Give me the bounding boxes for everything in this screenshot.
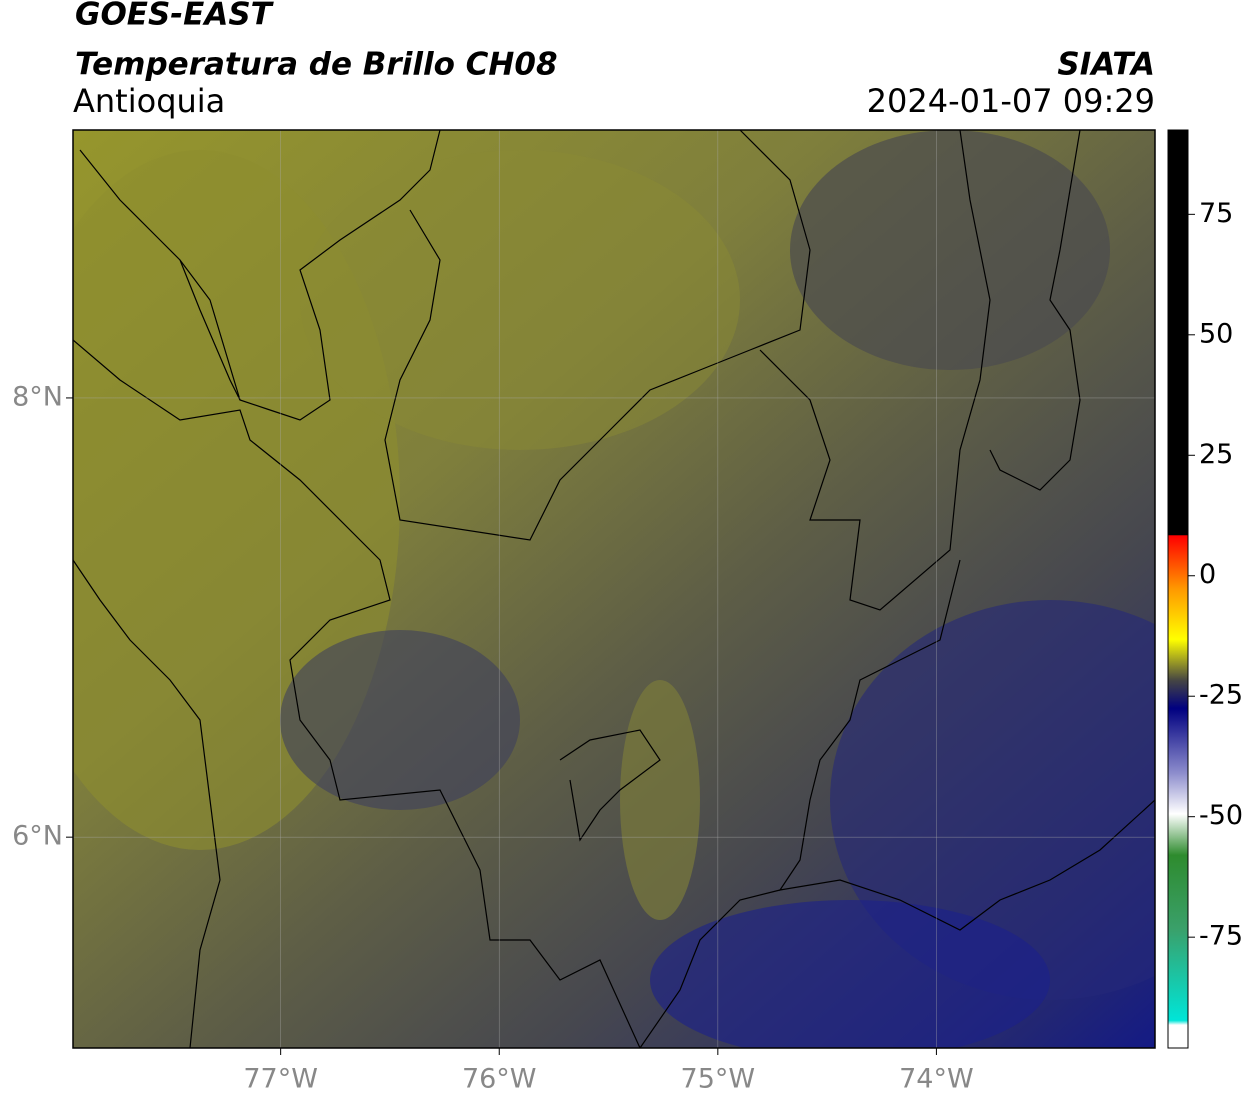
colorbar-tick-label: -50 (1199, 800, 1243, 831)
x-tick-label: 77°W (243, 1064, 318, 1095)
colorbar-tick-label: 75 (1199, 198, 1233, 229)
title: GOES-EAST (75, 0, 275, 33)
colorbar-tick-label: 50 (1199, 318, 1233, 349)
x-tick-label: 76°W (462, 1064, 537, 1095)
colorbar-tick-label: 0 (1199, 559, 1216, 590)
colorbar-tick-label: -25 (1199, 680, 1243, 711)
map-image (73, 130, 1155, 1048)
map-frame (72, 129, 1156, 1049)
x-tick-label: 74°W (899, 1064, 974, 1095)
y-tick-label: 8°N (12, 381, 63, 412)
datetime: 2024-01-07 09:29 (867, 82, 1155, 120)
subtitle: Temperatura de Brillo CH08 (75, 47, 558, 83)
region: Antioquia (73, 82, 225, 120)
colorbar-tick-label: -75 (1199, 921, 1243, 952)
x-tick-label: 75°W (681, 1064, 756, 1095)
colorbar (1167, 129, 1189, 1049)
source: SIATA (1057, 47, 1155, 83)
colorbar-tick-label: 25 (1199, 439, 1233, 470)
grid (73, 130, 1155, 1048)
y-tick-label: 6°N (12, 821, 63, 852)
